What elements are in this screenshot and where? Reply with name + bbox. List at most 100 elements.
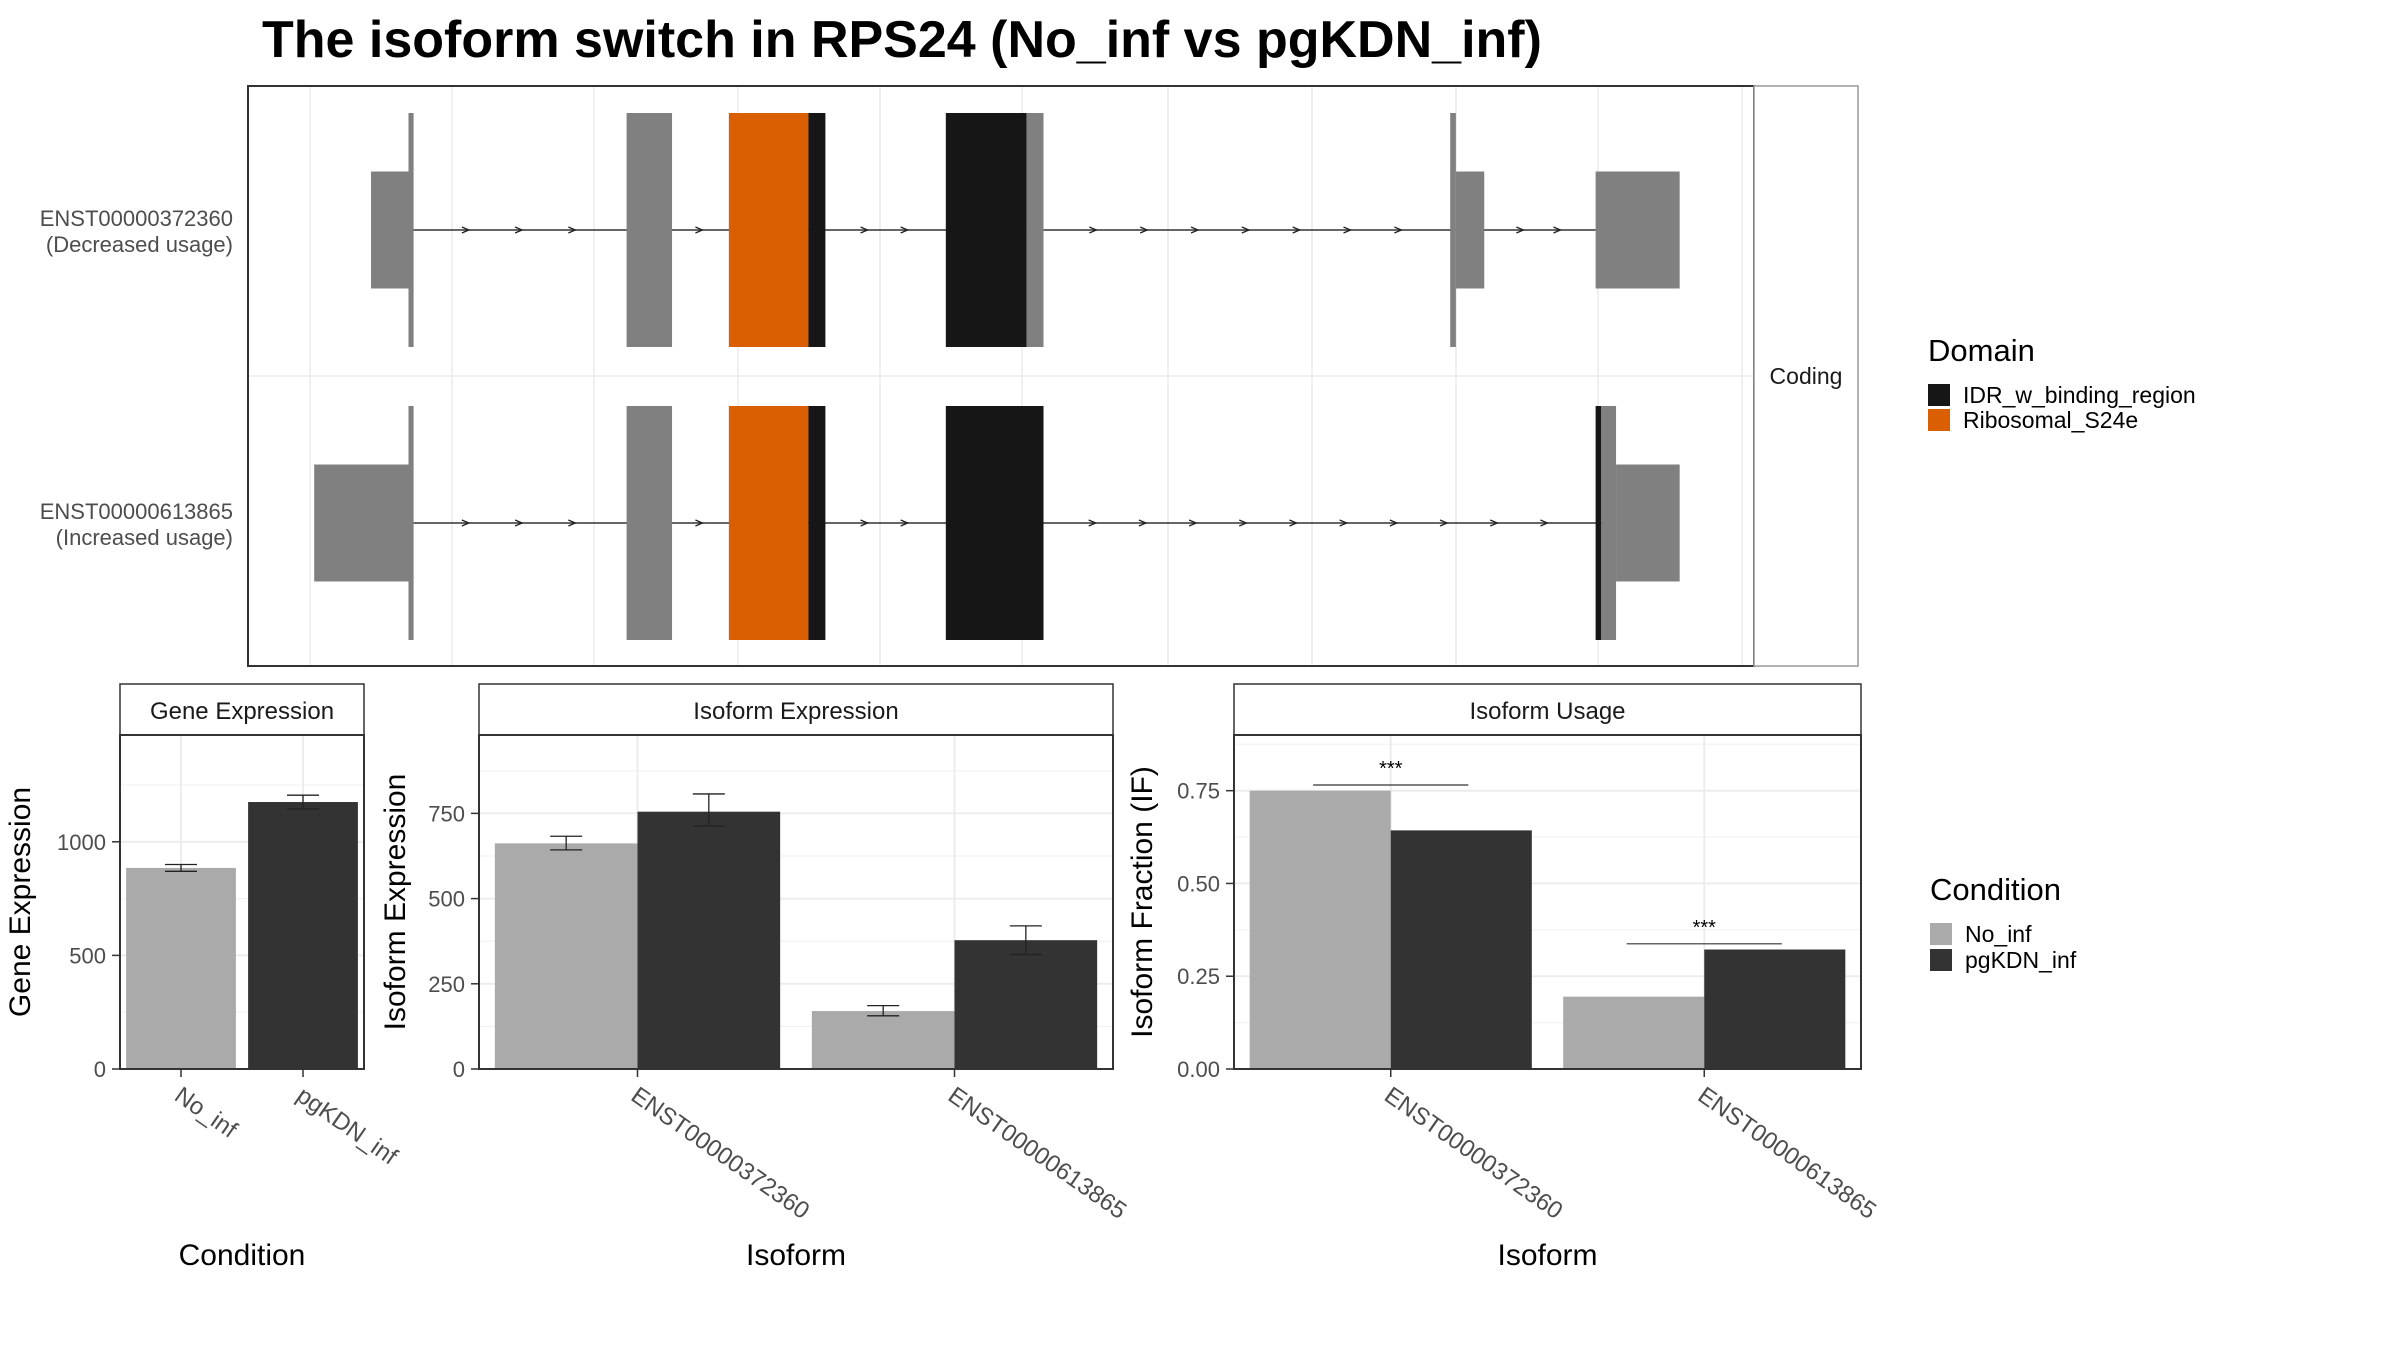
- condition-legend-swatch: [1930, 949, 1952, 971]
- intron-arrow: [695, 519, 705, 527]
- x-tick-label: ENST00000372360: [1379, 1082, 1567, 1225]
- expression-panels: Gene Expression 0 500 1000 No_inf pgKDN_inf Co…: [4, 683, 1881, 1272]
- condition-legend-label: No_inf: [1965, 921, 2032, 947]
- bar-pgKDN_inf: [1390, 830, 1532, 1069]
- exon-utr: [1595, 171, 1680, 289]
- x-axis-title: Isoform: [1497, 1239, 1597, 1272]
- y-tick-label: 0.75: [1177, 779, 1220, 804]
- exon-utr: [371, 171, 409, 289]
- bar-pgKDN_inf: [637, 811, 781, 1069]
- intron-arrow: [1088, 519, 1098, 527]
- intron-arrow: [568, 519, 578, 527]
- exon-cds: [1026, 113, 1044, 347]
- panel-strip-title: Isoform Usage: [1469, 698, 1625, 725]
- transcript-id-label: ENST00000372360: [40, 206, 233, 231]
- intron-arrow: [1089, 226, 1099, 234]
- panel-strip: [119, 683, 365, 736]
- bar-pgKDN_inf: [248, 802, 358, 1069]
- y-axis-title: Isoform Fraction (IF): [1126, 766, 1159, 1038]
- intron-arrow: [1292, 226, 1302, 234]
- exon-idr: [945, 113, 1027, 347]
- intron-arrow: [1439, 519, 1449, 527]
- intron-arrow: [1489, 519, 1499, 527]
- exon-idr: [808, 113, 826, 347]
- intron-arrow: [1540, 519, 1550, 527]
- y-tick-label: 0.25: [1177, 964, 1220, 989]
- intron-arrow: [514, 519, 524, 527]
- bar-pgKDN_inf: [954, 940, 1098, 1069]
- y-axis-title: Gene Expression: [4, 787, 37, 1017]
- domain-legend-swatch: [1928, 409, 1950, 431]
- intron-arrow: [860, 226, 870, 234]
- y-tick-label: 0: [94, 1057, 106, 1082]
- facet-strip: [1753, 85, 1859, 667]
- intron-arrow: [1289, 519, 1299, 527]
- exon-idr: [1595, 406, 1602, 640]
- panel-strip: [1233, 683, 1862, 736]
- transcript-usage-label: (Decreased usage): [46, 232, 233, 257]
- panel-border: [119, 734, 365, 1070]
- exon-ribosomal: [728, 113, 809, 347]
- bar-No_inf: [1249, 790, 1391, 1069]
- transcript-usage-label: (Increased usage): [56, 525, 233, 550]
- bar-No_inf: [126, 867, 236, 1069]
- panel-strip-title: Isoform Expression: [693, 698, 898, 725]
- x-axis-title: Condition: [179, 1239, 306, 1272]
- intron-arrow: [1389, 519, 1399, 527]
- bar-panel-1: Gene Expression 0 500 1000 No_inf pgKDN_inf Co…: [4, 683, 402, 1272]
- bar-panel-3: Isoform Usage 0.00 0.25 0.50 0.75 *** *** ENST0…: [1126, 683, 1881, 1272]
- exon-cds: [1450, 113, 1456, 347]
- y-tick-label: 500: [428, 887, 465, 912]
- condition-legend-title: Condition: [1930, 872, 2061, 907]
- legends: Domain IDR_w_binding_regionRibosomal_S24e…: [1928, 333, 2196, 973]
- exon-idr: [808, 406, 826, 640]
- condition-legend-label: pgKDN_inf: [1965, 947, 2077, 973]
- bar-pgKDN_inf: [1704, 949, 1846, 1069]
- intron-arrow: [1553, 226, 1563, 234]
- intron-arrow: [1190, 226, 1200, 234]
- y-axis-title: Isoform Expression: [379, 774, 412, 1031]
- exon-cds: [408, 406, 414, 640]
- domain-legend-label: IDR_w_binding_region: [1963, 382, 2196, 408]
- x-tick-label: ENST00000372360: [626, 1082, 814, 1225]
- y-tick-label: 250: [428, 972, 465, 997]
- intron-arrow: [1343, 226, 1353, 234]
- x-tick-label: ENST00000613865: [943, 1082, 1131, 1225]
- domain-legend-label: Ribosomal_S24e: [1963, 407, 2138, 433]
- intron-arrow: [860, 519, 870, 527]
- intron-arrow: [900, 226, 910, 234]
- y-tick-label: 0.50: [1177, 871, 1220, 896]
- panel-strip-title: Gene Expression: [150, 698, 334, 725]
- intron-arrow: [1339, 519, 1349, 527]
- transcript-structure-panel: ENST00000372360(Decreased usage) ENST0000…: [40, 85, 1859, 667]
- exon-idr: [945, 406, 1044, 640]
- exon-cds: [626, 406, 673, 640]
- significance-label: ***: [1693, 917, 1717, 939]
- condition-legend-swatch: [1930, 923, 1952, 945]
- y-tick-label: 0: [453, 1057, 465, 1082]
- facet-strip-label: Coding: [1770, 363, 1843, 389]
- exon-cds: [626, 113, 673, 347]
- intron-arrow: [1239, 519, 1248, 527]
- exon-utr: [1616, 464, 1680, 582]
- y-tick-label: 0.00: [1177, 1057, 1220, 1082]
- y-tick-label: 500: [69, 943, 106, 968]
- bar-No_inf: [1563, 996, 1705, 1069]
- intron-arrow: [514, 226, 524, 234]
- intron-arrow: [1188, 519, 1198, 527]
- exon-utr: [1455, 171, 1485, 289]
- domain-legend-title: Domain: [1928, 333, 2035, 368]
- intron-arrow: [900, 519, 910, 527]
- exon-utr: [314, 464, 409, 582]
- domain-legend-swatch: [1928, 384, 1950, 406]
- intron-arrow: [1394, 226, 1404, 234]
- intron-arrow: [695, 226, 705, 234]
- significance-label: ***: [1379, 758, 1403, 780]
- intron-arrow: [461, 519, 471, 527]
- bar-panel-2: Isoform Expression 0 250 500 750 ENST00000372…: [379, 683, 1131, 1272]
- intron-arrow: [1138, 519, 1148, 527]
- exon-cds: [1601, 406, 1617, 640]
- bar-No_inf: [494, 843, 638, 1069]
